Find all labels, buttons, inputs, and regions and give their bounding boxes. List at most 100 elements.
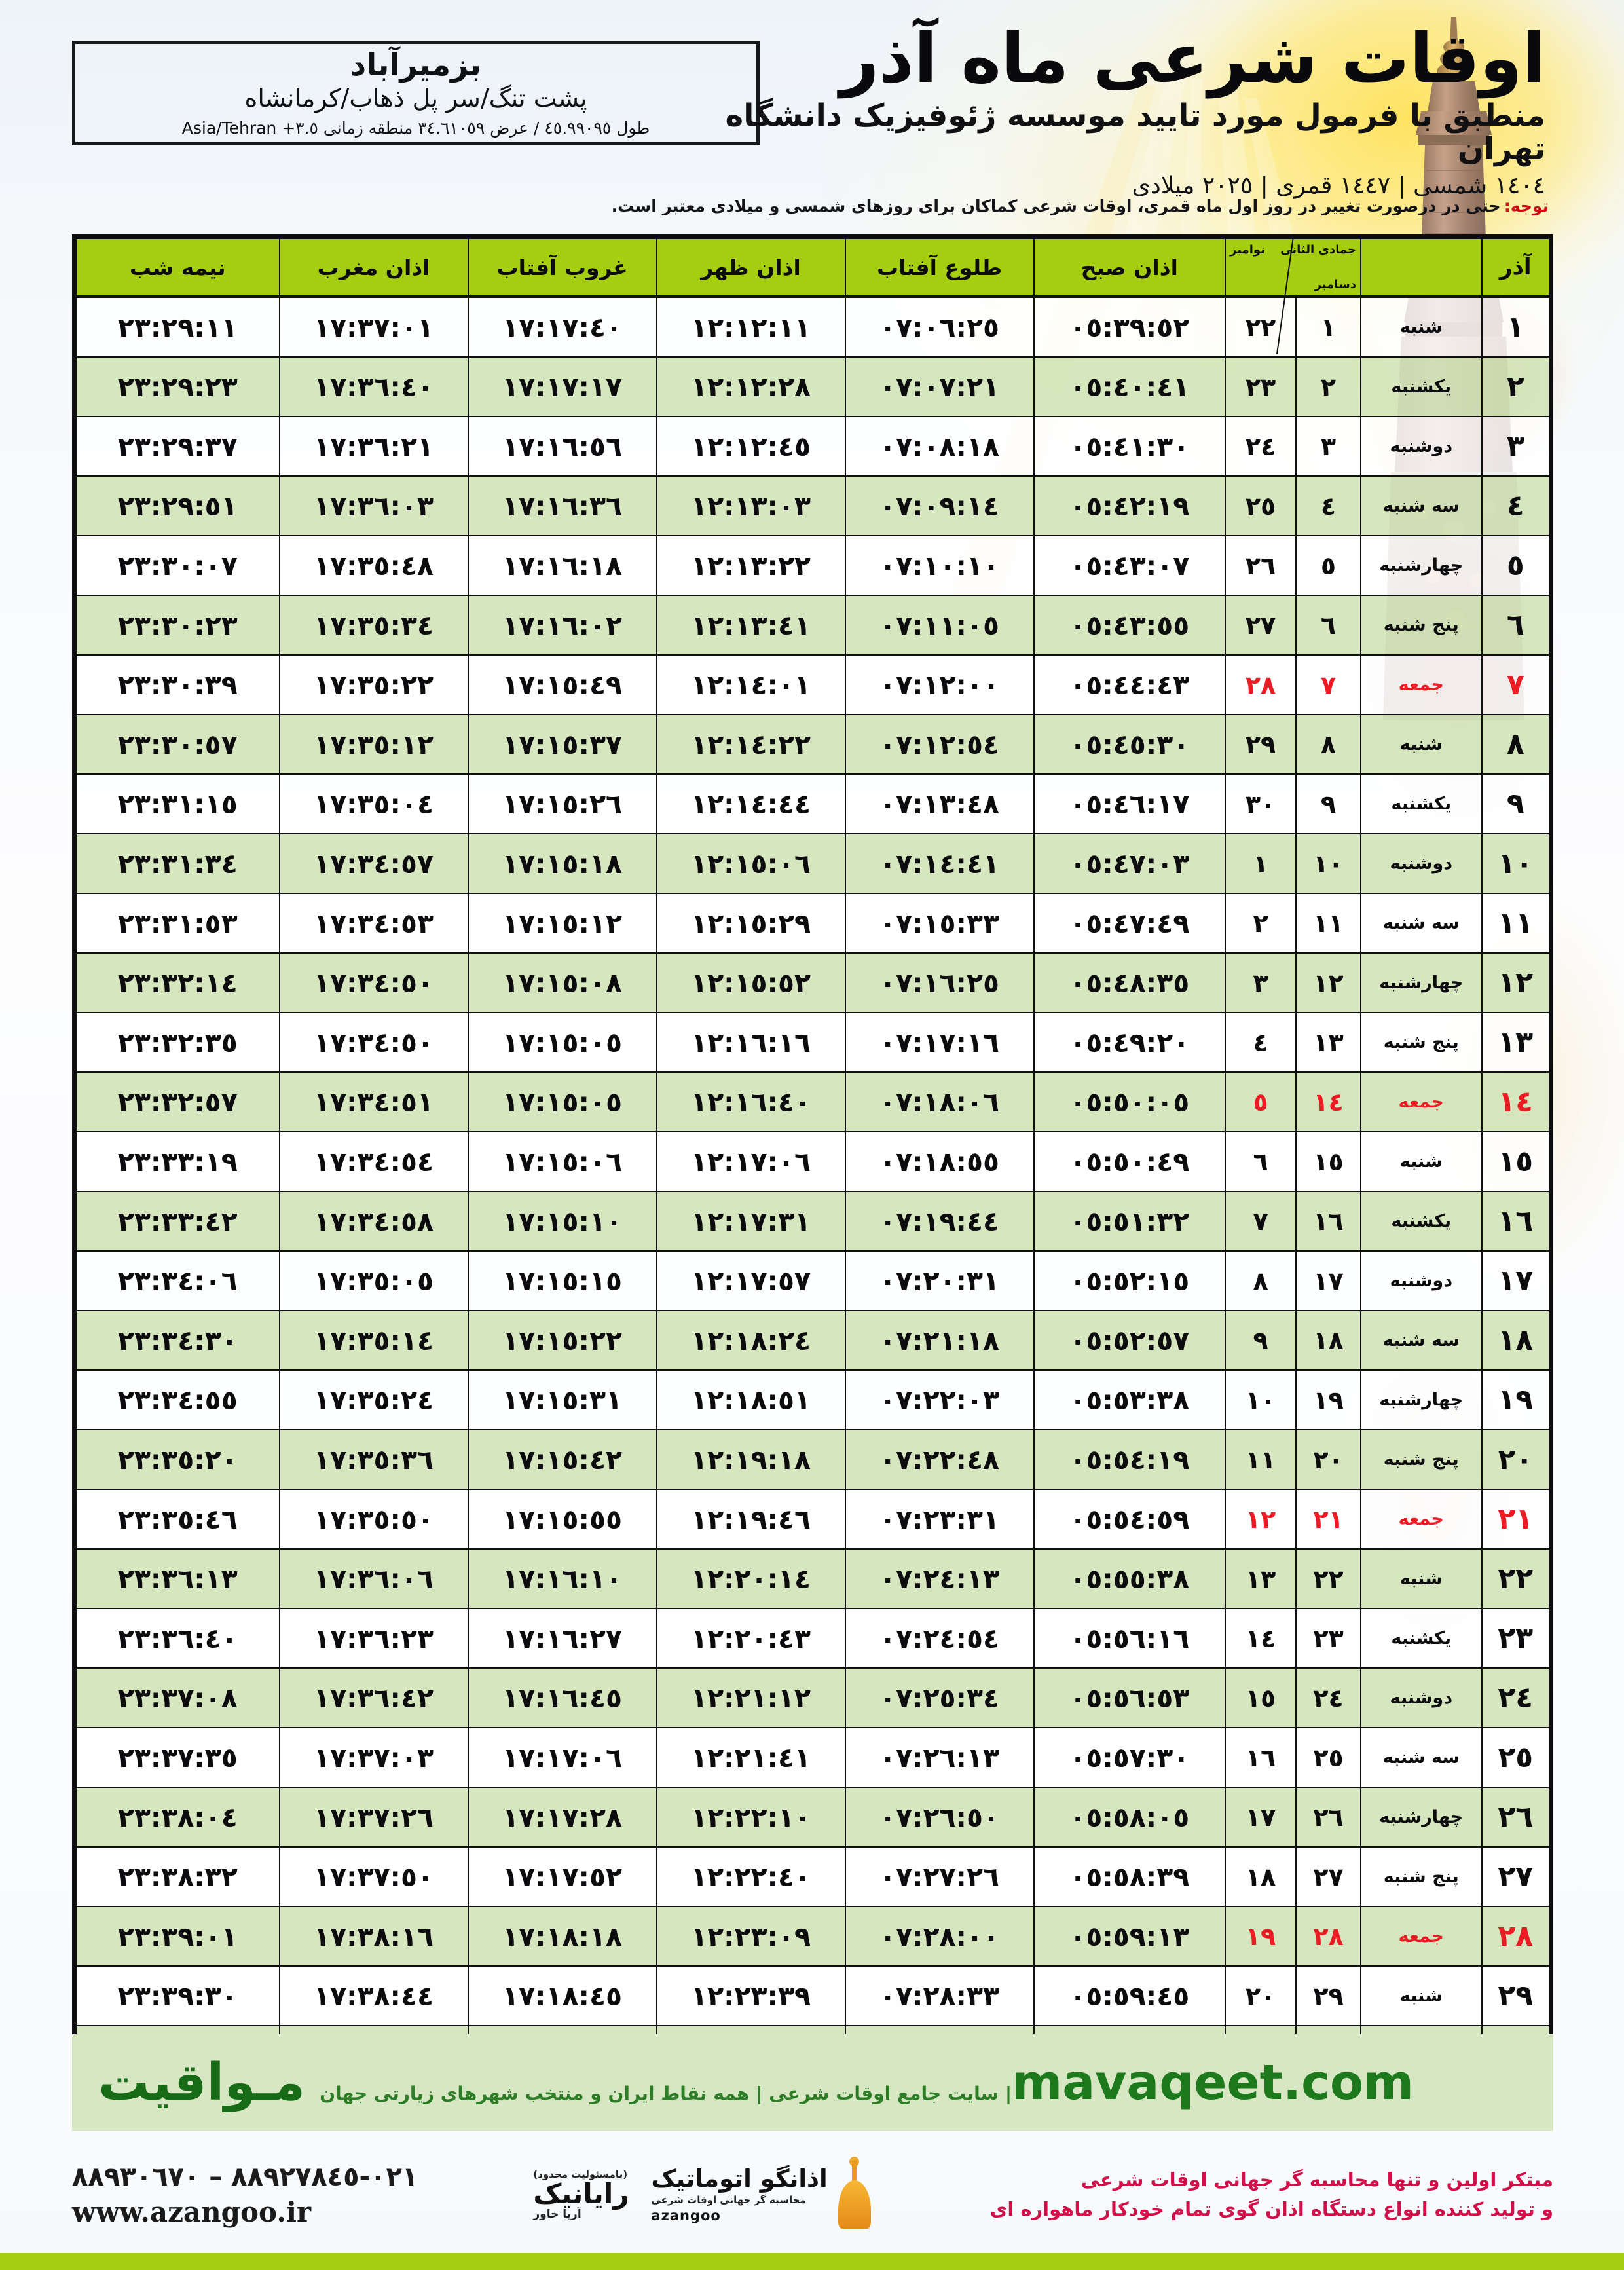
table-row: ١٨ سه شنبه ١٨ ٩ ٠٥:٥٢:٥٧ ٠٧:٢١:١٨ ١٢:١٨:٢٤ ١٧:١… [75, 1310, 1551, 1371]
cell-weekday: یکشنبه [1360, 356, 1483, 417]
col-header-midnight: نیمه شب [75, 238, 280, 298]
cell-greg: ٤ [1225, 1012, 1297, 1073]
azangoo-logo[interactable]: اذانگو اتوماتیک محاسبه گر جهانی اوقات شر… [651, 2157, 874, 2229]
cell-midnight: ٢٣:٣٩:٣٠ [75, 1965, 280, 2026]
cell-midnight: ٢٣:٣٢:٣٥ [75, 1012, 280, 1073]
cell-midnight: ٢٣:٣٨:٣٢ [75, 1846, 280, 1907]
cell-sunrise: ٠٧:٢٧:٢٦ [844, 1846, 1035, 1907]
city-name: بزمیرآباد [350, 47, 481, 83]
cell-dhuhr: ١٢:١٢:١١ [655, 296, 846, 358]
cell-sunset: ١٧:١٧:١٧ [467, 356, 657, 417]
cell-sunset: ١٧:١٨:٤٥ [467, 1965, 657, 2026]
cell-sunset: ١٧:١٦:٣٦ [467, 475, 657, 536]
cell-sunrise: ٠٧:١٨:٠٦ [844, 1071, 1035, 1132]
cell-sunrise: ٠٧:١٨:٥٥ [844, 1131, 1035, 1192]
cell-weekday: شنبه [1360, 296, 1483, 358]
cell-greg: ٧ [1225, 1191, 1297, 1252]
table-row: ٢٤ دوشنبه ٢٤ ١٥ ٠٥:٥٦:٥٣ ٠٧:٢٥:٣٤ ١٢:٢١:١٢ ١٧:١… [75, 1667, 1551, 1728]
table-row: ١٣ پنج شنبه ١٣ ٤ ٠٥:٤٩:٢٠ ٠٧:١٧:١٦ ١٢:١٦:١٦ ١٧:… [75, 1012, 1551, 1073]
cell-fajr: ٠٥:٥٢:٥٧ [1033, 1310, 1227, 1371]
cell-sunset: ١٧:١٥:٠٨ [467, 952, 657, 1013]
cell-midnight: ٢٣:٢٩:٣٧ [75, 416, 280, 477]
cell-weekday: جمعه [1360, 1071, 1483, 1132]
rayanik-logo-title: رایانیک [533, 2178, 629, 2210]
cell-weekday: شنبه [1360, 714, 1483, 775]
cell-sunset: ١٧:١٥:١٨ [467, 833, 657, 894]
cell-midnight: ٢٣:٣٦:٤٠ [75, 1608, 280, 1669]
table-row: ٩ یکشنبه ٩ ٣٠ ٠٥:٤٦:١٧ ٠٧:١٣:٤٨ ١٢:١٤:٤٤ ١٧:١٥:… [75, 773, 1551, 834]
contact-website[interactable]: www.azangoo.ir [72, 2195, 312, 2228]
cell-fajr: ٠٥:٥٨:٠٥ [1033, 1787, 1227, 1848]
cell-weekday: سه شنبه [1360, 1310, 1483, 1371]
table-row: ١٦ یکشنبه ١٦ ٧ ٠٥:٥١:٣٢ ٠٧:١٩:٤٤ ١٢:١٧:٣١ ١٧:١٥… [75, 1191, 1551, 1252]
hijri-month-label: جمادی الثانی [1280, 243, 1357, 257]
cell-fajr: ٠٥:٥٠:٠٥ [1033, 1071, 1227, 1132]
page-subtitle: منطبق با فرمول مورد تایید موسسه ژئوفیزیک… [725, 97, 1545, 168]
col-header-dhuhr: اذان ظهر [655, 238, 846, 298]
cell-greg: ٣٠ [1225, 773, 1297, 834]
cell-maghrib: ١٧:٣٤:٥٤ [278, 1131, 469, 1192]
cell-greg: ١٢ [1225, 1489, 1297, 1550]
cell-hijri: ١٤ [1295, 1071, 1362, 1132]
cell-sunrise: ٠٧:٠٨:١٨ [844, 416, 1035, 477]
cell-weekday: پنج شنبه [1360, 1846, 1483, 1907]
cell-sunset: ١٧:١٥:٤٢ [467, 1429, 657, 1490]
greg-month-label-1: نوامبر [1230, 243, 1265, 257]
cell-hijri: ٢٠ [1295, 1429, 1362, 1490]
prayer-times-table: آذر جمادی الثانی نوامبر دسامبر اذان صبح … [75, 238, 1551, 2086]
cell-sunrise: ٠٧:٢٥:٣٤ [844, 1667, 1035, 1728]
table-row: ١٩ چهارشنبه ١٩ ١٠ ٠٥:٥٣:٣٨ ٠٧:٢٢:٠٣ ١٢:١٨:٥١ ١٧… [75, 1369, 1551, 1430]
cell-day: ١٩ [1481, 1369, 1551, 1430]
cell-fajr: ٠٥:٥٠:٤٩ [1033, 1131, 1227, 1192]
cell-greg: ٣ [1225, 952, 1297, 1013]
cell-hijri: ٢٩ [1295, 1965, 1362, 2026]
cell-weekday: دوشنبه [1360, 416, 1483, 477]
cell-midnight: ٢٣:٣١:٥٣ [75, 893, 280, 954]
cell-day: ٢٢ [1481, 1548, 1551, 1609]
cell-fajr: ٠٥:٥٤:١٩ [1033, 1429, 1227, 1490]
mavaqeet-domain[interactable]: mavaqeet.com [1012, 2055, 1414, 2111]
mavaqeet-brand: مـواقیت [98, 2053, 306, 2112]
cell-midnight: ٢٣:٣٠:٢٣ [75, 595, 280, 656]
cell-sunset: ١٧:١٦:٤٥ [467, 1667, 657, 1728]
cell-weekday: یکشنبه [1360, 1608, 1483, 1669]
cell-dhuhr: ١٢:١٥:٢٩ [655, 893, 846, 954]
cell-sunset: ١٧:١٥:٠٦ [467, 1131, 657, 1192]
cell-dhuhr: ١٢:١٤:٤٤ [655, 773, 846, 834]
cell-fajr: ٠٥:٤٠:٤١ [1033, 356, 1227, 417]
footer-logos: اذانگو اتوماتیک محاسبه گر جهانی اوقات شر… [533, 2157, 874, 2229]
cell-day: ٢٣ [1481, 1608, 1551, 1669]
col-header-fajr: اذان صبح [1033, 238, 1227, 298]
cell-maghrib: ١٧:٣٤:٥٠ [278, 952, 469, 1013]
cell-sunset: ١٧:١٦:١٨ [467, 535, 657, 596]
page-title: اوقات شرعی ماه آذر [840, 18, 1546, 98]
cell-sunset: ١٧:١٥:٤٩ [467, 654, 657, 715]
bottom-accent-bar [0, 2253, 1624, 2270]
table-row: ٤ سه شنبه ٤ ٢٥ ٠٥:٤٢:١٩ ٠٧:٠٩:١٤ ١٢:١٣:٠٣ ١٧:١٦… [75, 475, 1551, 536]
cell-day: ٤ [1481, 475, 1551, 536]
cell-dhuhr: ١٢:١٦:١٦ [655, 1012, 846, 1073]
cell-sunset: ١٧:١٥:٢٦ [467, 773, 657, 834]
cell-greg: ٦ [1225, 1131, 1297, 1192]
cell-weekday: دوشنبه [1360, 833, 1483, 894]
rayanik-logo-top: (بامسئولیت محدود) [533, 2168, 628, 2180]
cell-day: ٧ [1481, 654, 1551, 715]
cell-greg: ١ [1225, 833, 1297, 894]
cell-day: ٣ [1481, 416, 1551, 477]
cell-dhuhr: ١٢:١٣:٠٣ [655, 475, 846, 536]
cell-fajr: ٠٥:٤٧:٤٩ [1033, 893, 1227, 954]
cell-maghrib: ١٧:٣٥:٢٤ [278, 1369, 469, 1430]
cell-sunrise: ٠٧:١٤:٤١ [844, 833, 1035, 894]
cell-sunset: ١٧:١٨:١٨ [467, 1906, 657, 1967]
cell-dhuhr: ١٢:١٦:٤٠ [655, 1071, 846, 1132]
cell-sunrise: ٠٧:١٧:١٦ [844, 1012, 1035, 1073]
cell-fajr: ٠٥:٥٣:٣٨ [1033, 1369, 1227, 1430]
cell-midnight: ٢٣:٣٧:٠٨ [75, 1667, 280, 1728]
cell-hijri: ١ [1295, 296, 1362, 358]
cell-fajr: ٠٥:٤٢:١٩ [1033, 475, 1227, 536]
cell-day: ١٠ [1481, 833, 1551, 894]
cell-dhuhr: ١٢:٢٣:٣٩ [655, 1965, 846, 2026]
cell-dhuhr: ١٢:١٤:٠١ [655, 654, 846, 715]
cell-day: ٢٥ [1481, 1727, 1551, 1788]
rayanik-logo[interactable]: (بامسئولیت محدود) رایانیک آریا خاور [533, 2168, 629, 2221]
